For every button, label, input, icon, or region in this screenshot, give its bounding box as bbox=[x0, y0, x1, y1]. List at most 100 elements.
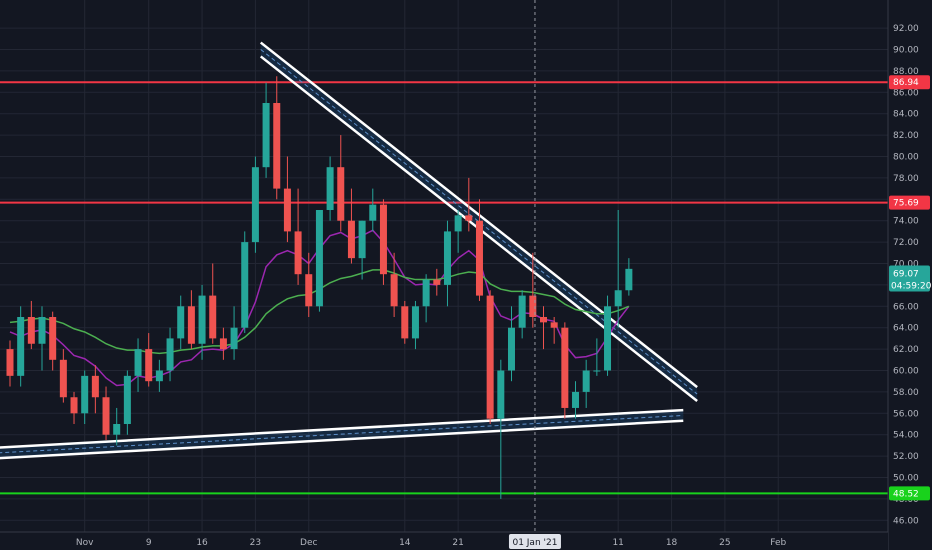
candle-body bbox=[422, 279, 430, 307]
price-tick-label: 78.00 bbox=[893, 174, 919, 184]
candle-body bbox=[273, 103, 281, 189]
candle-body bbox=[433, 279, 441, 285]
time-axis[interactable]: Nov 9 16 23 Dec 14 21 11 18 25 Feb 01 Jan '21 bbox=[0, 531, 888, 550]
candle-body bbox=[17, 317, 25, 376]
last-price-tag bbox=[889, 265, 930, 292]
candles bbox=[6, 76, 633, 499]
price-tick-label: 92.00 bbox=[893, 24, 919, 34]
price-tick-label: 74.00 bbox=[893, 217, 919, 227]
candle-body bbox=[315, 210, 323, 307]
candle-body bbox=[326, 167, 334, 210]
time-tick-label: 21 bbox=[452, 538, 463, 548]
candle-body bbox=[209, 295, 217, 339]
candle-body bbox=[134, 349, 142, 376]
last-price-label: 69.07 bbox=[893, 269, 919, 279]
level-price-tag-label: 75.69 bbox=[893, 199, 919, 209]
time-tick-label: 14 bbox=[399, 538, 411, 548]
candle-body bbox=[443, 231, 451, 285]
price-tick-label: 66.00 bbox=[893, 302, 919, 312]
channel-midline-ascending bbox=[0, 414, 684, 454]
candle-body bbox=[358, 220, 366, 259]
level-price-tag bbox=[889, 195, 930, 210]
candle-body bbox=[113, 424, 121, 435]
candle-body bbox=[561, 327, 569, 408]
candle-body bbox=[497, 370, 505, 419]
level-price-tag-label: 86.94 bbox=[893, 78, 919, 88]
channel-upper-descending[interactable] bbox=[259, 41, 698, 389]
time-tick-label: Nov bbox=[76, 538, 94, 548]
crosshair-time-label: 01 Jan '21 bbox=[512, 538, 557, 548]
price-tick-label: 84.00 bbox=[893, 110, 919, 120]
candle-body bbox=[241, 242, 249, 328]
candle-body bbox=[454, 215, 462, 232]
price-tick-label: 80.00 bbox=[893, 153, 919, 163]
candle-body bbox=[177, 306, 185, 339]
candle-body bbox=[625, 268, 633, 291]
level-price-tag bbox=[889, 75, 930, 90]
price-tick-label: 72.00 bbox=[893, 238, 919, 248]
candle-body bbox=[390, 274, 398, 307]
candle-body bbox=[529, 295, 537, 317]
candle-body bbox=[369, 204, 377, 221]
candle-body bbox=[59, 359, 67, 398]
channel-upper-ascending[interactable] bbox=[0, 408, 684, 449]
price-tick-label: 54.00 bbox=[893, 431, 919, 441]
candle-body bbox=[337, 167, 345, 221]
time-tick-label: 16 bbox=[196, 538, 208, 548]
time-tick-label: Feb bbox=[770, 538, 786, 548]
candle-body bbox=[347, 220, 355, 259]
price-tick-label: 62.00 bbox=[893, 345, 919, 355]
price-tick-label: 82.00 bbox=[893, 131, 919, 141]
price-tick-label: 50.00 bbox=[893, 474, 919, 484]
candle-body bbox=[27, 317, 35, 344]
time-tick-label: Dec bbox=[300, 538, 317, 548]
candle-body bbox=[604, 306, 612, 371]
channel-lower-ascending[interactable] bbox=[0, 419, 684, 460]
candle-body bbox=[518, 295, 526, 328]
candle-body bbox=[507, 327, 515, 371]
candle-body bbox=[198, 295, 206, 344]
candle-body bbox=[123, 375, 131, 424]
candle-body bbox=[401, 306, 409, 339]
candle-body bbox=[294, 231, 302, 275]
candle-body bbox=[230, 327, 238, 350]
candle-body bbox=[593, 370, 601, 372]
candle-body bbox=[251, 167, 259, 243]
crosshair-time-label-box bbox=[508, 534, 561, 549]
candle-body bbox=[166, 338, 174, 371]
price-tick-label: 58.00 bbox=[893, 388, 919, 398]
price-tick-label: 64.00 bbox=[893, 324, 919, 334]
price-tick-label: 90.00 bbox=[893, 46, 919, 56]
candle-body bbox=[81, 375, 89, 414]
bar-countdown-label: 04:59:20 bbox=[891, 281, 932, 291]
time-tick-label: 9 bbox=[146, 538, 152, 548]
candle-body bbox=[102, 397, 110, 435]
candle-body bbox=[155, 370, 163, 382]
price-tick-label: 52.00 bbox=[893, 452, 919, 462]
price-tags: 86.94 75.69 48.52 69.07 04:59:20 bbox=[889, 75, 932, 501]
channel-midline-descending bbox=[260, 49, 698, 395]
candle-body bbox=[91, 375, 99, 398]
level-price-tag-label: 48.52 bbox=[893, 489, 919, 499]
candle-body bbox=[550, 322, 558, 328]
candle-body bbox=[305, 274, 313, 307]
time-tick-label: 11 bbox=[612, 538, 623, 548]
candle-body bbox=[38, 317, 46, 344]
candle-body bbox=[283, 188, 291, 232]
price-tick-label: 56.00 bbox=[893, 409, 919, 419]
price-tick-label: 70.00 bbox=[893, 260, 919, 270]
candle-body bbox=[486, 295, 494, 419]
time-tick-label: 25 bbox=[719, 538, 730, 548]
candle-body bbox=[70, 397, 78, 414]
candle-body bbox=[465, 215, 473, 221]
candle-body bbox=[540, 317, 547, 323]
candle-body bbox=[379, 204, 387, 275]
candle-body bbox=[411, 306, 419, 339]
time-tick-label: 18 bbox=[666, 538, 678, 548]
price-tick-label: 88.00 bbox=[893, 67, 919, 77]
price-tick-label: 46.00 bbox=[893, 516, 919, 526]
price-tick-label: 60.00 bbox=[893, 367, 919, 377]
candle-body bbox=[187, 306, 195, 344]
